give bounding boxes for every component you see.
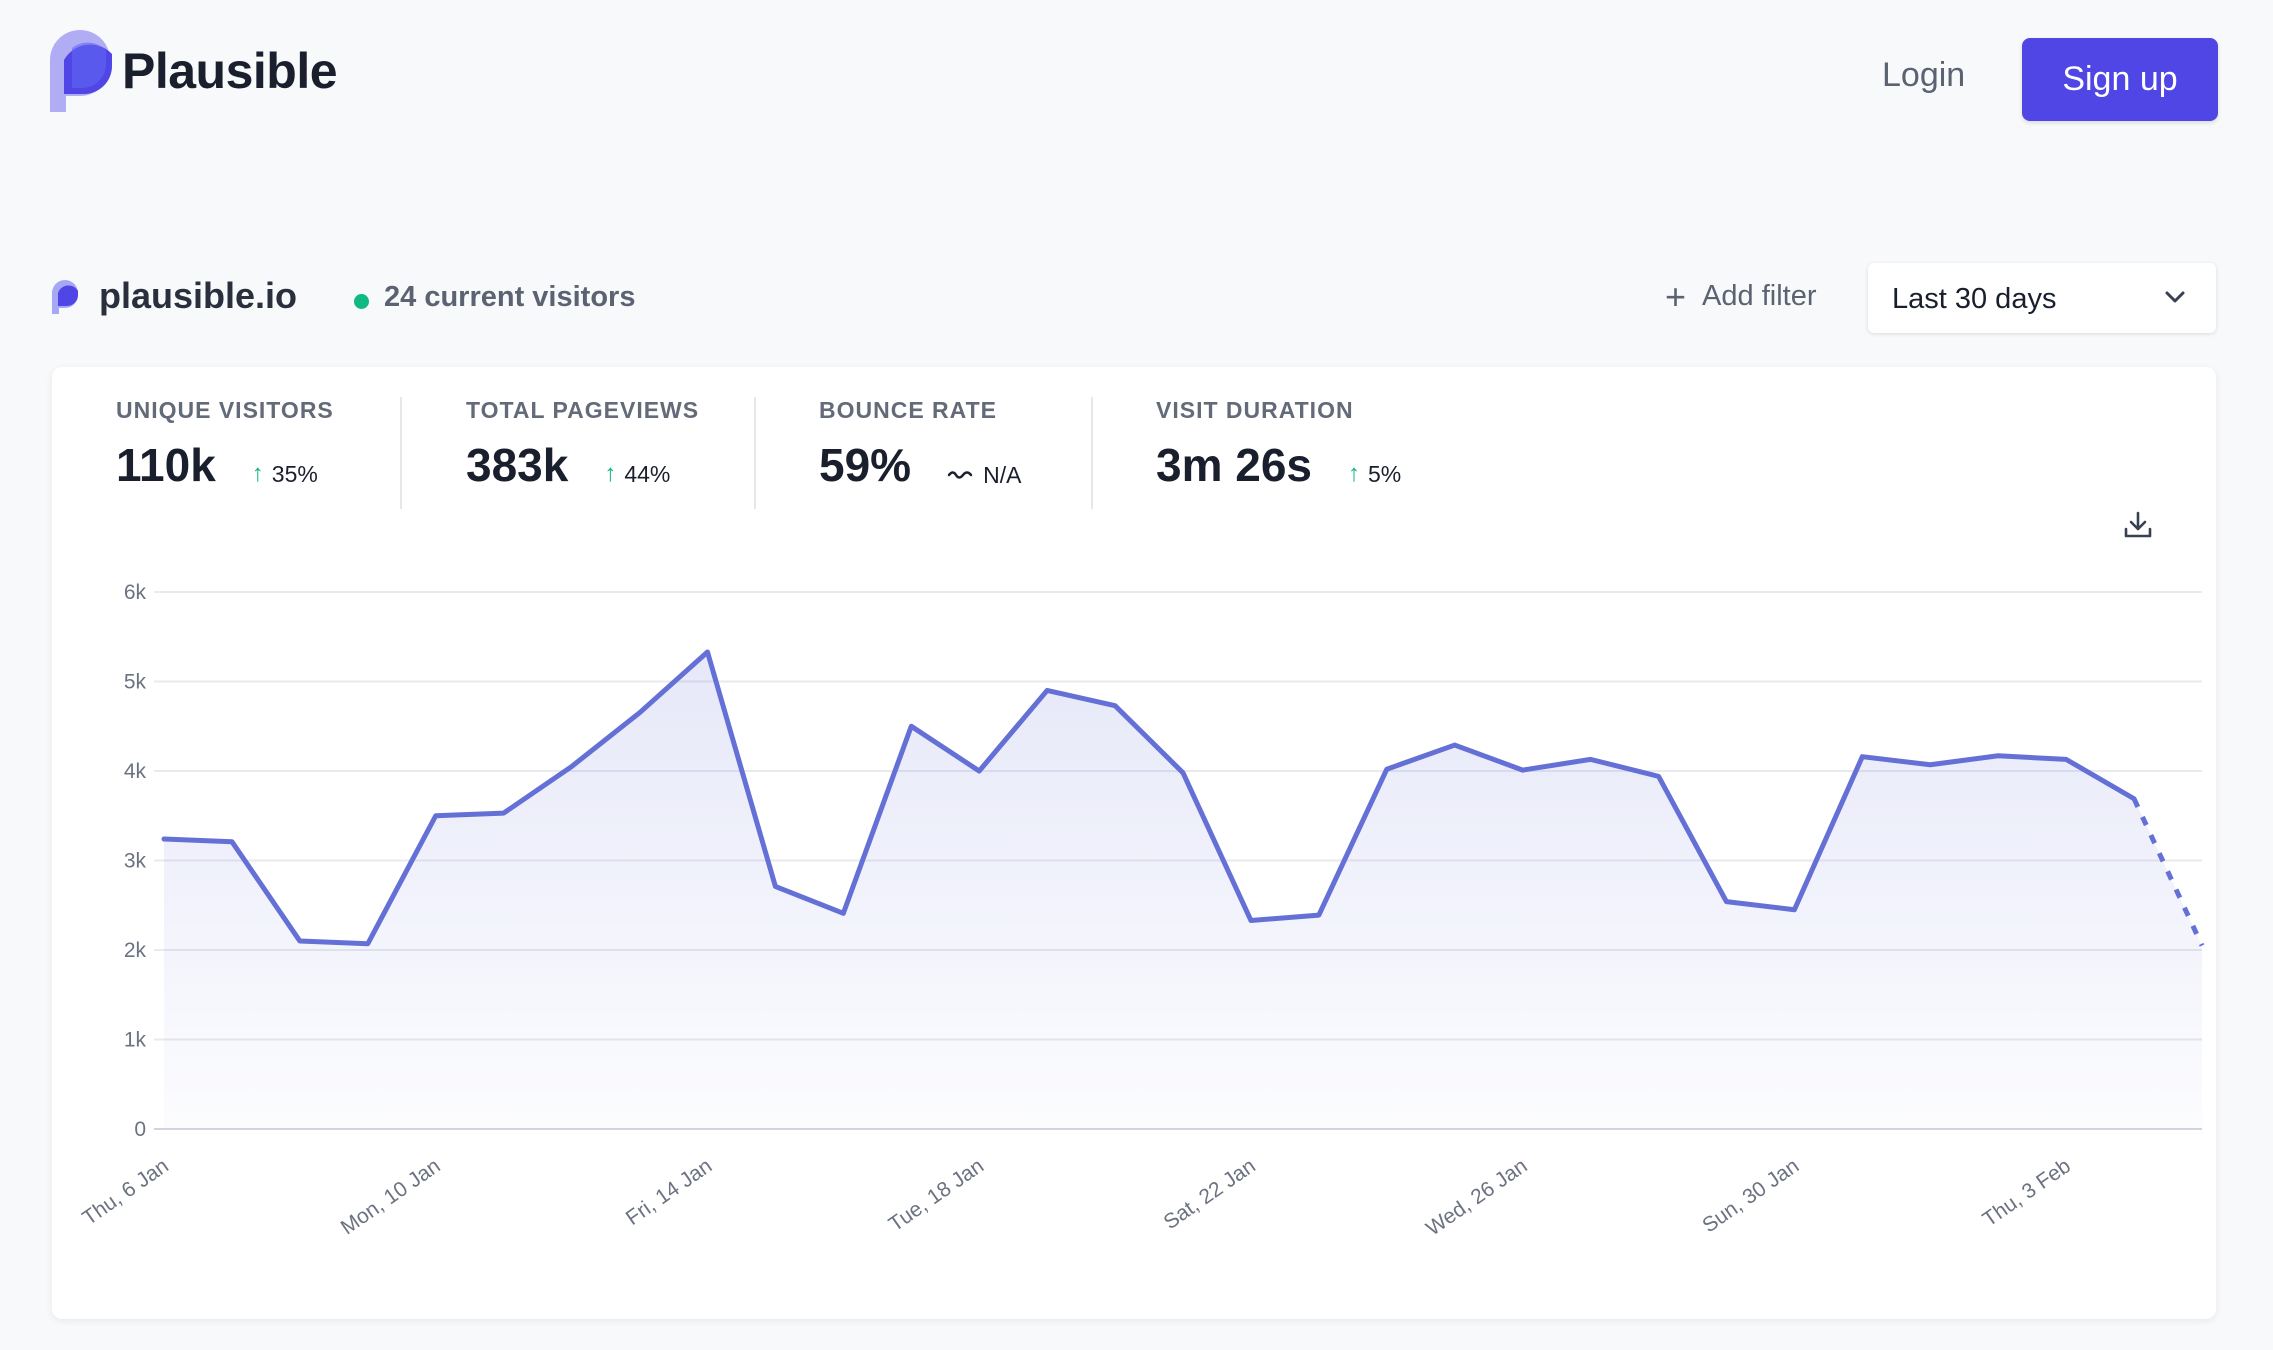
y-tick-label: 5k <box>124 671 147 694</box>
data-point[interactable] <box>356 932 380 956</box>
metric-label: UNIQUE VISITORS <box>116 397 334 423</box>
data-point[interactable] <box>1850 745 1874 769</box>
x-tick-label: Tue, 18 Jan <box>885 1154 988 1236</box>
data-point[interactable] <box>695 640 719 664</box>
arrow-up-icon: ↑ <box>604 460 617 487</box>
metric-divider <box>754 397 756 509</box>
y-tick-label: 1k <box>124 1029 147 1052</box>
y-tick-label: 3k <box>124 850 147 873</box>
data-point[interactable] <box>1511 758 1535 782</box>
add-filter-label: Add filter <box>1702 280 1817 312</box>
data-point[interactable] <box>424 804 448 828</box>
metric-label: VISIT DURATION <box>1156 397 1354 423</box>
metric-value: 59% <box>819 439 912 491</box>
metric-change-value: 35% <box>271 460 318 487</box>
metric-change: N/A <box>947 462 1021 489</box>
data-point[interactable] <box>220 830 244 854</box>
metric-value: 110k <box>116 439 216 491</box>
site-domain[interactable]: plausible.io <box>99 275 298 316</box>
add-filter-button[interactable]: + Add filter <box>1665 275 1817 317</box>
chevron-down-icon <box>2165 291 2185 303</box>
metric-change-value: 5% <box>1368 460 1402 487</box>
metric-label: BOUNCE RATE <box>819 397 997 423</box>
metric-label: TOTAL PAGEVIEWS <box>466 397 700 423</box>
y-tick-label: 4k <box>124 760 147 783</box>
metric-unique-visitors[interactable]: UNIQUE VISITORS 110k ↑ 35% <box>116 397 334 492</box>
data-point[interactable] <box>2054 747 2078 771</box>
metric-total-pageviews[interactable]: TOTAL PAGEVIEWS 383k ↑ 44% <box>466 397 699 492</box>
data-point[interactable] <box>1443 733 1467 757</box>
metric-divider <box>400 397 402 509</box>
period-select[interactable]: Last 30 days <box>1868 263 2216 333</box>
data-point[interactable] <box>831 901 855 925</box>
visitors-chart[interactable]: 0 1k 2k 3k 4k 5k 6k Thu, 6 Jan Mon, 10 Jan Fri, 1… <box>52 367 2216 1319</box>
data-point[interactable] <box>1035 678 1059 702</box>
data-point[interactable] <box>1918 753 1942 777</box>
data-point[interactable] <box>152 827 176 851</box>
data-point[interactable] <box>1307 903 1331 927</box>
brand-logo[interactable]: Plausible <box>50 30 338 112</box>
data-point[interactable] <box>1375 757 1399 781</box>
login-link[interactable]: Login <box>1882 56 1966 94</box>
x-tick-label: Mon, 10 Jan <box>337 1154 445 1239</box>
plus-icon: + <box>1665 275 1687 317</box>
y-tick-label: 6k <box>124 581 147 604</box>
metric-change-value: N/A <box>983 461 1022 488</box>
plausible-logo-icon <box>50 30 112 112</box>
visitors-line-incomplete <box>2131 797 2205 947</box>
data-point[interactable] <box>2122 787 2146 811</box>
visitors-line <box>161 649 2137 947</box>
visitors-area <box>164 651 2202 1129</box>
data-point[interactable] <box>1986 744 2010 768</box>
data-point[interactable] <box>628 701 652 725</box>
y-tick-label: 2k <box>124 939 147 962</box>
x-tick-label: Sat, 22 Jan <box>1160 1154 1260 1234</box>
arrow-up-icon: ↑ <box>251 460 264 487</box>
x-tick-label: Fri, 14 Jan <box>622 1154 716 1230</box>
live-indicator-icon <box>354 294 369 309</box>
metric-bounce-rate[interactable]: BOUNCE RATE 59% N/A <box>819 397 1021 492</box>
data-point[interactable] <box>1103 694 1127 718</box>
x-tick-label: Thu, 3 Feb <box>1979 1154 2075 1231</box>
x-tick-label: Thu, 6 Jan <box>78 1154 172 1230</box>
metric-value: 3m 26s <box>1156 439 1313 491</box>
top-header: Plausible Login Sign up <box>0 0 2273 160</box>
download-icon[interactable] <box>2122 509 2154 541</box>
y-tick-label: 0 <box>134 1118 146 1141</box>
data-point[interactable] <box>967 759 991 783</box>
stats-card: UNIQUE VISITORS 110k ↑ 35% TOTAL PAGEVIE… <box>52 367 2216 1319</box>
data-point[interactable] <box>1239 908 1263 932</box>
data-point[interactable] <box>560 755 584 779</box>
data-point[interactable] <box>288 929 312 953</box>
data-point[interactable] <box>1782 898 1806 922</box>
data-point[interactable] <box>1714 890 1738 914</box>
data-point[interactable] <box>2190 934 2214 958</box>
x-tick-label: Wed, 26 Jan <box>1422 1154 1531 1240</box>
metric-value: 383k <box>466 439 569 491</box>
data-point[interactable] <box>1579 747 1603 771</box>
period-select-value: Last 30 days <box>1892 283 2057 315</box>
brand-name: Plausible <box>122 43 338 99</box>
current-visitors[interactable]: 24 current visitors <box>384 281 636 313</box>
no-change-icon <box>947 471 973 479</box>
data-point[interactable] <box>1171 761 1195 785</box>
metric-change-value: 44% <box>624 460 671 487</box>
metric-change: ↑ 5% <box>1348 460 1401 488</box>
arrow-up-icon: ↑ <box>1348 460 1361 487</box>
x-tick-label: Sun, 30 Jan <box>1698 1154 1803 1237</box>
data-point[interactable] <box>492 801 516 825</box>
data-point[interactable] <box>899 714 923 738</box>
data-point[interactable] <box>763 874 787 898</box>
data-point[interactable] <box>1647 764 1671 788</box>
metric-change: ↑ 35% <box>252 460 318 488</box>
metric-divider <box>1091 397 1093 509</box>
signup-button[interactable]: Sign up <box>2022 38 2218 121</box>
metric-visit-duration[interactable]: VISIT DURATION 3m 26s ↑ 5% <box>1156 397 1401 492</box>
metric-change: ↑ 44% <box>604 460 670 488</box>
site-favicon-icon <box>52 280 78 314</box>
